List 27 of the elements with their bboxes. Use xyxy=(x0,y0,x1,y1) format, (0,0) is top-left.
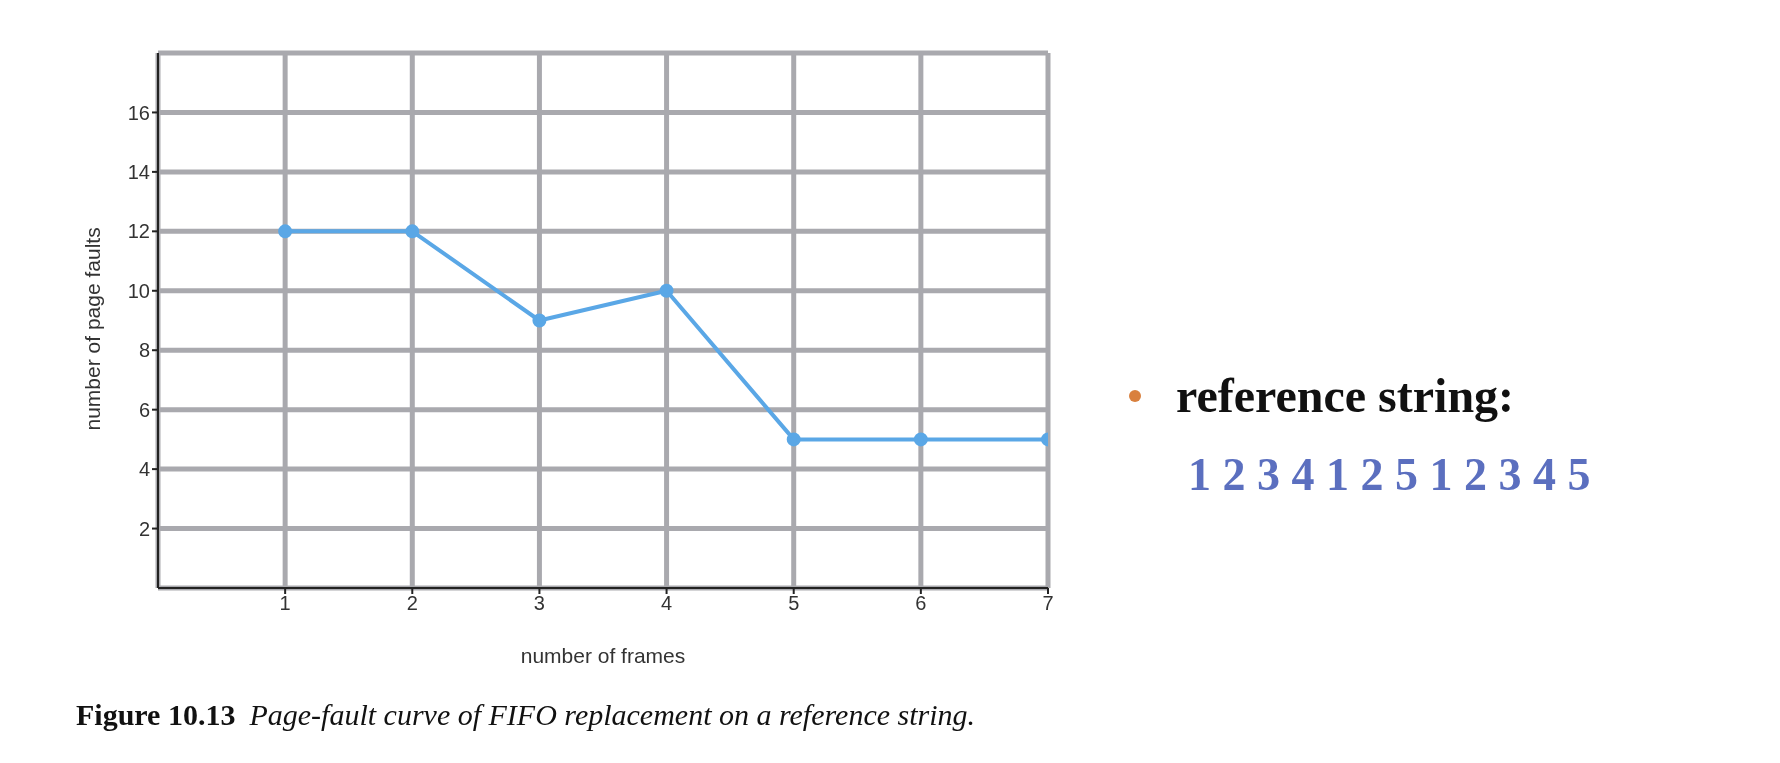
y-axis-title: number of page faults xyxy=(81,227,105,431)
y-tick-label: 10 xyxy=(127,279,150,302)
x-tick-label: 6 xyxy=(915,592,927,615)
x-axis-title: number of frames xyxy=(520,644,686,667)
point xyxy=(913,432,928,447)
y-tick-label: 12 xyxy=(127,220,150,243)
point xyxy=(659,283,674,298)
caption: Figure 10.13 xyxy=(76,698,236,731)
point xyxy=(786,432,801,447)
text: reference string: xyxy=(1176,368,1515,423)
y-tick-label: 16 xyxy=(127,101,150,124)
text: Page-fault curve of FIFO replacement on a reference string. xyxy=(249,698,976,731)
x-tick-label: 3 xyxy=(533,592,545,615)
y-tick-label: 2 xyxy=(138,517,150,540)
y-tick-label: 14 xyxy=(127,160,150,183)
x-tick-label: 4 xyxy=(661,592,673,615)
y-tick-label: 6 xyxy=(138,398,150,421)
y-tick-label: 4 xyxy=(138,458,150,481)
point xyxy=(405,224,420,239)
point xyxy=(532,313,547,328)
x-tick-label: 1 xyxy=(279,592,291,615)
text: 1 2 3 4 1 2 5 1 2 3 4 5 xyxy=(1188,448,1591,501)
point xyxy=(278,224,293,239)
y-tick-label: 8 xyxy=(138,339,150,362)
x-tick-label: 5 xyxy=(788,592,800,615)
x-tick-label: 7 xyxy=(1042,592,1054,615)
x-tick-label: 2 xyxy=(406,592,418,615)
